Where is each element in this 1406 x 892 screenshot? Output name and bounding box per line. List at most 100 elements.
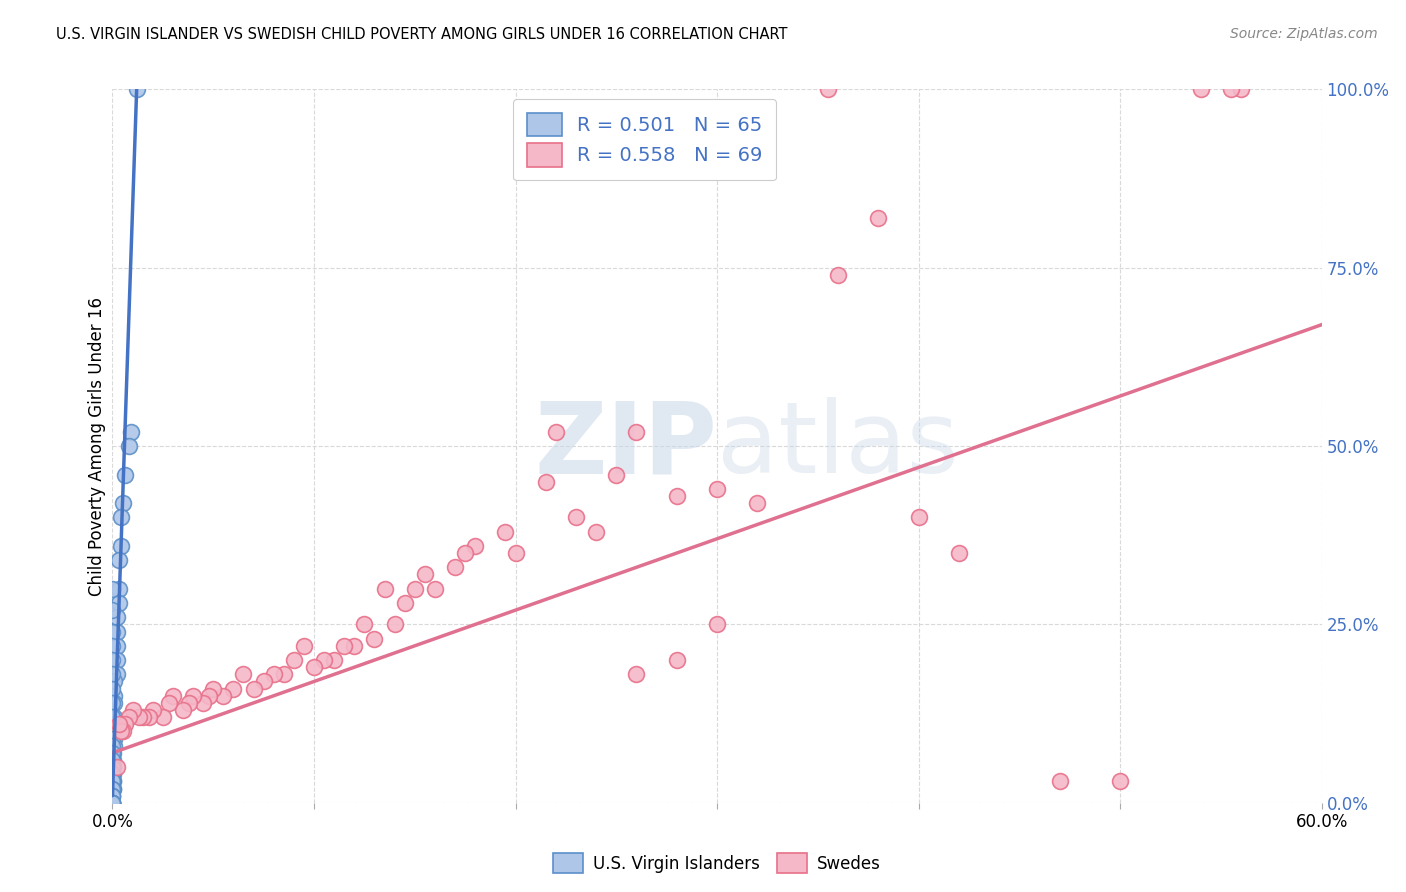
Point	[302, 660, 325, 674]
Point	[111, 724, 134, 739]
Point	[1189, 82, 1212, 96]
Point	[101, 789, 124, 803]
Point	[101, 753, 124, 767]
Point	[101, 624, 124, 639]
Point	[1230, 82, 1253, 96]
Point	[101, 796, 124, 810]
Legend: U.S. Virgin Islanders, Swedes: U.S. Virgin Islanders, Swedes	[547, 847, 887, 880]
Point	[120, 425, 142, 439]
Point	[152, 710, 174, 724]
Point	[495, 524, 517, 539]
Point	[110, 724, 132, 739]
Point	[101, 681, 124, 696]
Point	[110, 510, 132, 524]
Point	[101, 781, 124, 796]
Point	[444, 560, 467, 574]
Point	[363, 632, 385, 646]
Point	[107, 596, 129, 610]
Point	[868, 211, 890, 225]
Point	[333, 639, 356, 653]
Point	[105, 624, 128, 639]
Point	[101, 767, 124, 781]
Point	[111, 496, 134, 510]
Point	[107, 717, 129, 731]
Point	[747, 496, 769, 510]
Point	[101, 710, 124, 724]
Point	[121, 703, 143, 717]
Point	[128, 710, 150, 724]
Point	[172, 703, 194, 717]
Point	[114, 717, 136, 731]
Point	[105, 653, 128, 667]
Point	[534, 475, 557, 489]
Point	[101, 796, 124, 810]
Point	[101, 781, 124, 796]
Point	[103, 760, 125, 774]
Point	[626, 667, 648, 681]
Point	[142, 703, 165, 717]
Point	[103, 674, 125, 689]
Point	[706, 617, 728, 632]
Point	[212, 689, 235, 703]
Point	[283, 653, 305, 667]
Text: Source: ZipAtlas.com: Source: ZipAtlas.com	[1230, 27, 1378, 41]
Point	[101, 796, 124, 810]
Text: U.S. VIRGIN ISLANDER VS SWEDISH CHILD POVERTY AMONG GIRLS UNDER 16 CORRELATION C: U.S. VIRGIN ISLANDER VS SWEDISH CHILD PO…	[56, 27, 787, 42]
Text: atlas: atlas	[717, 398, 959, 494]
Point	[384, 617, 406, 632]
Point	[343, 639, 366, 653]
Point	[101, 774, 124, 789]
Point	[103, 746, 125, 760]
Point	[101, 746, 124, 760]
Point	[101, 603, 124, 617]
Point	[101, 582, 124, 596]
Point	[353, 617, 375, 632]
Point	[454, 546, 477, 560]
Point	[191, 696, 214, 710]
Point	[101, 767, 124, 781]
Point	[101, 781, 124, 796]
Point	[114, 467, 136, 482]
Point	[117, 439, 139, 453]
Point	[323, 653, 346, 667]
Point	[103, 731, 125, 746]
Point	[665, 489, 688, 503]
Point	[101, 789, 124, 803]
Point	[907, 510, 929, 524]
Point	[107, 553, 129, 567]
Point	[101, 639, 124, 653]
Point	[665, 653, 688, 667]
Point	[101, 789, 124, 803]
Point	[263, 667, 285, 681]
Point	[464, 539, 486, 553]
Point	[1220, 82, 1243, 96]
Point	[101, 774, 124, 789]
Point	[626, 425, 648, 439]
Point	[101, 760, 124, 774]
Point	[404, 582, 426, 596]
Point	[394, 596, 416, 610]
Point	[138, 710, 160, 724]
Point	[101, 796, 124, 810]
Point	[222, 681, 245, 696]
Point	[374, 582, 396, 596]
Point	[101, 696, 124, 710]
Point	[101, 796, 124, 810]
Point	[232, 667, 254, 681]
Point	[103, 689, 125, 703]
Point	[107, 582, 129, 596]
Y-axis label: Child Poverty Among Girls Under 16: Child Poverty Among Girls Under 16	[87, 296, 105, 596]
Point	[103, 739, 125, 753]
Point	[585, 524, 607, 539]
Point	[125, 82, 148, 96]
Point	[202, 681, 225, 696]
Text: ZIP: ZIP	[534, 398, 717, 494]
Point	[198, 689, 221, 703]
Point	[565, 510, 588, 524]
Point	[117, 710, 139, 724]
Point	[177, 696, 200, 710]
Point	[413, 567, 436, 582]
Point	[1049, 774, 1071, 789]
Point	[181, 689, 204, 703]
Point	[105, 610, 128, 624]
